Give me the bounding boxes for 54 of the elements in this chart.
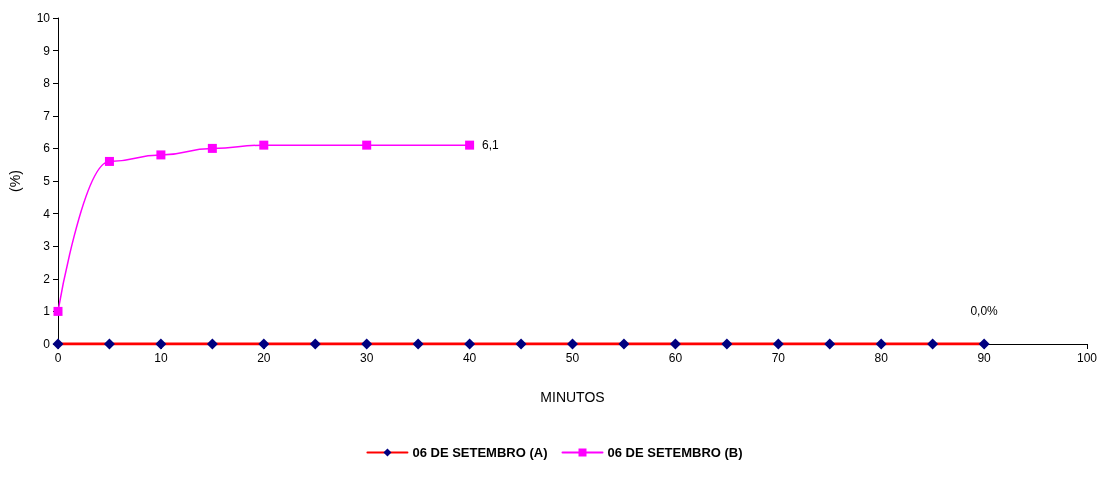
y-tick-label: 7: [43, 108, 51, 123]
y-tick-label: 10: [36, 11, 51, 25]
x-tick-label: 10: [154, 351, 168, 365]
point: [361, 338, 373, 350]
point: [978, 338, 990, 350]
data-label: 6,1: [482, 138, 500, 153]
y-tick-label: 0: [43, 337, 51, 351]
legend-label: 06 DE SETEMBRO (A): [412, 445, 548, 460]
point: [259, 140, 269, 150]
x-tick-label: 70: [771, 351, 786, 365]
y-tick-label: 8: [43, 76, 51, 91]
point: [618, 338, 630, 350]
point: [772, 338, 784, 350]
point: [927, 338, 939, 350]
point: [515, 338, 527, 350]
legend-label: 06 DE SETEMBRO (B): [607, 445, 743, 460]
point: [206, 338, 218, 350]
x-axis-title: MINUTOS: [540, 389, 605, 405]
point: [103, 338, 115, 350]
x-tick-label: 40: [462, 351, 477, 365]
x-tick-label: 80: [874, 351, 889, 365]
point: [412, 338, 424, 350]
point: [207, 143, 217, 153]
point: [104, 156, 114, 166]
point: [875, 338, 887, 350]
y-tick-label: 6: [43, 141, 51, 156]
x-tick-label: 90: [977, 351, 992, 365]
point: [53, 306, 63, 316]
point: [362, 140, 372, 150]
x-tick-label: 60: [668, 351, 683, 365]
point: [465, 140, 475, 150]
y-axis-title: (%): [7, 170, 23, 192]
y-tick-label: 3: [43, 239, 51, 254]
x-tick-label: 100: [1076, 351, 1098, 365]
point: [824, 338, 836, 350]
point: [464, 338, 476, 350]
point: [156, 150, 166, 160]
x-tick-label: 0: [54, 351, 62, 365]
x-tick-label: 20: [257, 351, 271, 365]
y-tick-label: 9: [43, 43, 51, 58]
data-label: 0,0%: [970, 303, 999, 318]
y-tick-label: 1: [43, 304, 51, 319]
point: [309, 338, 321, 350]
point: [52, 338, 64, 350]
point: [258, 338, 270, 350]
y-tick-label: 4: [43, 206, 51, 221]
x-tick-label: 30: [360, 351, 374, 365]
x-tick-label: 50: [565, 351, 580, 365]
point: [721, 338, 733, 350]
point: [155, 338, 167, 350]
y-tick-label: 2: [43, 271, 51, 286]
y-tick-label: 5: [43, 174, 51, 188]
point: [567, 338, 578, 350]
point: [669, 338, 681, 350]
